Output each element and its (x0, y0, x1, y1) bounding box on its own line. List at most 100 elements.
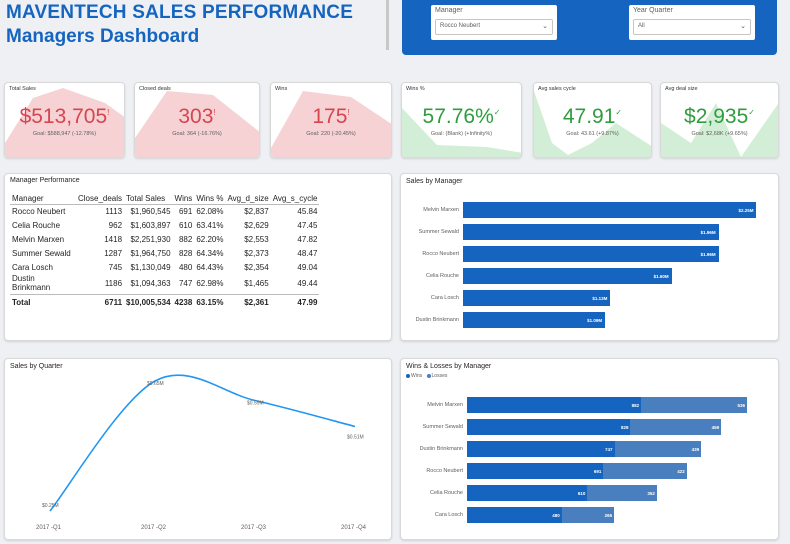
kpi-value-text: 57.76% (422, 105, 494, 128)
cell: 63.41% (196, 220, 224, 230)
manager-slicer[interactable]: Manager Rocco Neubert ⌄ (431, 5, 557, 40)
cell: $1,603,897 (130, 220, 171, 230)
year-quarter-slicer-label: Year Quarter (633, 7, 673, 14)
bar-data-label: 352 (647, 491, 655, 496)
table-total-row: Total 6711 $10,005,534 4238 63.15% $2,36… (10, 293, 320, 311)
bar-wins[interactable] (467, 463, 604, 479)
bar-data-label: 747 (604, 447, 613, 452)
sales-by-quarter-chart[interactable]: Sales by Quarter $0.25M 2017 -Q1 $0.65M 201… (4, 358, 392, 540)
kpi-trend-area (661, 103, 778, 157)
column-header[interactable]: Close_deals (76, 188, 125, 205)
column-header[interactable]: Wins (172, 188, 195, 205)
year-quarter-dropdown[interactable]: All ⌄ (633, 19, 751, 35)
bar-data-label: $1.13M (592, 296, 608, 301)
chart-title: Sales by Manager (406, 178, 463, 185)
cell: 62.20% (196, 234, 224, 244)
bar-losses[interactable] (641, 397, 747, 413)
cell-manager: Summer Sewald (12, 248, 71, 258)
header-divider (386, 0, 389, 50)
kpi-goal: Goal: 364 (-16.76%) (172, 131, 222, 137)
kpi-trend-area (271, 91, 391, 157)
bar-wins[interactable] (467, 419, 631, 435)
table-row[interactable]: Rocco Neubert 1113 $1,960,545 691 62.08%… (10, 204, 319, 218)
cell: 48.47 (297, 248, 318, 258)
column-header[interactable]: Manager (10, 188, 76, 205)
bar-wins[interactable] (467, 397, 642, 413)
kpi-goal: Goal: 220 (-20.45%) (306, 131, 356, 137)
table-row[interactable]: Melvin Marxen 1418 $2,251,930 882 62.20%… (10, 232, 319, 246)
kpi-trend-area (135, 91, 259, 157)
bar[interactable] (463, 202, 757, 218)
line-chart-svg: $0.25M 2017 -Q1 $0.65M 2017 -Q2 $0.59M 2017 -… (36, 374, 367, 531)
table-row[interactable]: Dustin Brinkmann 1186 $1,094,363 747 62.… (10, 274, 319, 294)
cell: 882 (178, 234, 193, 244)
kpi-wins-pct[interactable]: Wins % 57.76%✓ Goal: (Blank) (+Infinity%… (401, 82, 522, 158)
legend-label-losses[interactable]: Losses (431, 373, 448, 379)
bar-losses[interactable] (561, 507, 615, 523)
x-tick-label: 2017 -Q4 (341, 525, 367, 531)
kpi-total-sales[interactable]: Total Sales $513,705! Goal: $588,947 (-1… (4, 82, 125, 158)
kpi-wins[interactable]: Wins 175! Goal: 220 (-20.45%) (270, 82, 392, 158)
kpi-value-text: 303 (178, 105, 214, 128)
year-quarter-slicer[interactable]: Year Quarter All ⌄ (629, 5, 755, 40)
chart-legend: Wins Losses (406, 373, 447, 379)
cell: 62.08% (196, 206, 224, 216)
cell-manager: Dustin Brinkmann (12, 274, 51, 292)
wins-losses-chart[interactable]: Wins & Losses by Manager Wins Losses Mel… (400, 358, 779, 540)
bar-category-label: Cara Losch (434, 512, 463, 518)
bar-wins[interactable] (467, 441, 615, 457)
chevron-down-icon[interactable]: ⌄ (542, 23, 548, 30)
chart-title: Wins & Losses by Manager (406, 363, 492, 370)
bar[interactable] (463, 246, 719, 262)
table-header-row: Manager Close_deals Total Sales Wins Win… (10, 188, 320, 205)
column-header[interactable]: Avg_d_size (225, 188, 271, 205)
bar-losses[interactable] (614, 441, 702, 457)
cell-total-label: Total (10, 293, 76, 311)
column-header[interactable]: Total Sales (124, 188, 173, 205)
bar-losses[interactable] (630, 419, 722, 435)
point-data-label: $0.25M (42, 503, 59, 509)
bar-data-label: 459 (711, 425, 720, 430)
check-icon: ✓ (615, 108, 623, 117)
bar-losses[interactable] (587, 485, 657, 501)
cell: 45.84 (297, 206, 318, 216)
manager-performance-table[interactable]: Manager Performance Manager Close_deals … (4, 173, 392, 341)
kpi-value-text: $2,935 (684, 105, 749, 128)
kpi-avg-deal-size[interactable]: Avg deal size $2,935✓ Goal: $2,68K (+9.6… (660, 82, 779, 158)
chevron-down-icon[interactable]: ⌄ (740, 23, 746, 30)
table-row[interactable]: Celia Rouche 962 $1,603,897 610 63.41% $… (10, 218, 319, 232)
cell: $10,005,534 (124, 293, 173, 311)
kpi-label: Wins (275, 86, 288, 92)
dashboard-subtitle: Managers Dashboard (6, 26, 200, 47)
bar-wins[interactable] (467, 507, 562, 523)
cell: 62.98% (196, 279, 224, 289)
cell: $2,251,930 (130, 234, 171, 244)
kpi-goal: Goal: 43.61 (+9.87%) (566, 131, 619, 137)
table-row[interactable]: Summer Sewald 1287 $1,964,750 828 64.34%… (10, 246, 319, 260)
table-row[interactable]: Cara Losch 745 $1,130,049 480 64.43% $2,… (10, 260, 319, 274)
kpi-closed-deals[interactable]: Closed deals 303! Goal: 364 (-16.76%) (134, 82, 260, 158)
filter-bar: Manager Rocco Neubert ⌄ Year Quarter All… (402, 0, 777, 55)
year-quarter-dropdown-value: All (638, 23, 645, 29)
manager-dropdown[interactable]: Rocco Neubert ⌄ (435, 19, 553, 35)
column-header[interactable]: Wins % (194, 188, 226, 205)
legend-label-wins[interactable]: Wins (411, 373, 423, 379)
sales-by-manager-chart[interactable]: Sales by Manager Melvin Marxen $2.25M Summ… (400, 173, 779, 341)
bar-wins[interactable] (467, 485, 588, 501)
bar-data-label: 422 (677, 469, 685, 474)
bar[interactable] (463, 268, 672, 284)
bar[interactable] (463, 290, 611, 306)
legend-swatch (426, 373, 431, 378)
kpi-value: 57.76%✓ (402, 105, 521, 129)
bar[interactable] (463, 312, 606, 328)
bar[interactable] (463, 224, 719, 240)
bar-data-label: $2.25M (738, 208, 754, 213)
point-data-label: $0.65M (147, 381, 164, 387)
bar-losses[interactable] (603, 463, 687, 479)
cell: $1,094,363 (130, 279, 171, 289)
series-line[interactable] (49, 374, 356, 512)
cell: $1,465 (244, 279, 269, 289)
cell: 47.45 (297, 220, 318, 230)
kpi-avg-sales-cycle[interactable]: Avg sales cycle 47.91✓ Goal: 43.61 (+9.8… (533, 82, 652, 158)
column-header[interactable]: Avg_s_cycle (270, 188, 320, 205)
